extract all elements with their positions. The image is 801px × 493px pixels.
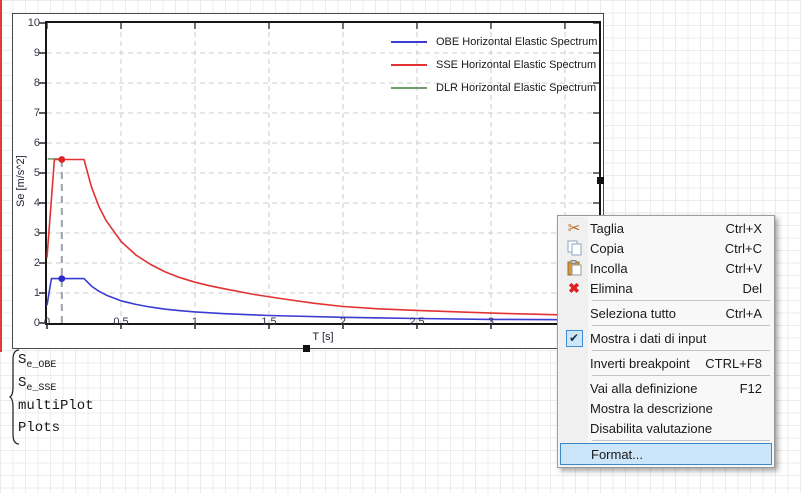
checkmark-icon: ✔	[558, 330, 590, 347]
delete-icon: ✖	[558, 281, 590, 295]
y-axis-title: Se [m/s^2]	[15, 106, 28, 256]
x-tick-label: 1	[175, 316, 215, 329]
x-tick-label: 3	[471, 316, 511, 329]
menu-item-label: Vai alla definizione	[590, 381, 740, 396]
menu-item-copia[interactable]: CopiaCtrl+C	[558, 238, 774, 258]
x-tick-label: 2	[323, 316, 363, 329]
menu-item-incolla[interactable]: IncollaCtrl+V	[558, 258, 774, 278]
expression-block[interactable]: Se_OBE Se_SSE multiPlotPlots	[9, 349, 119, 447]
menu-item-format[interactable]: Format...	[560, 443, 772, 465]
legend-label: OBE Horizontal Elastic Spectrum	[436, 36, 597, 48]
legend-label: SSE Horizontal Elastic Spectrum	[436, 59, 596, 71]
paste-icon	[558, 260, 590, 276]
menu-item-taglia[interactable]: ✂TagliaCtrl+X	[558, 218, 774, 238]
menu-separator	[592, 375, 770, 376]
menu-item-shortcut: Del	[742, 281, 774, 296]
menu-separator	[592, 440, 770, 441]
worksheet: { "chart_data": { "type": "line", "title…	[0, 0, 801, 493]
menu-item-label: Taglia	[590, 221, 726, 236]
legend-line-swatch	[391, 87, 427, 89]
y-tick-label: 10	[16, 16, 40, 30]
x-axis-title: T [s]	[298, 331, 348, 343]
axes-frame: OBE Horizontal Elastic Spectrum SSE Horiz…	[45, 21, 601, 325]
y-tick-label: 8	[16, 76, 40, 90]
menu-item-label: Seleziona tutto	[590, 306, 726, 321]
menu-item-elimina[interactable]: ✖EliminaDel	[558, 278, 774, 298]
legend-line-swatch	[391, 64, 427, 66]
legend-line-swatch	[391, 41, 427, 43]
menu-item-label: Inverti breakpoint	[590, 356, 705, 371]
menu-item-shortcut: Ctrl+V	[726, 261, 774, 276]
legend-item: SSE Horizontal Elastic Spectrum	[391, 53, 597, 76]
x-tick-label: 2.5	[397, 316, 437, 329]
menu-item-seleziona-tutto[interactable]: Seleziona tuttoCtrl+A	[558, 303, 774, 323]
menu-item-label: Copia	[590, 241, 725, 256]
plot-region[interactable]: OBE Horizontal Elastic Spectrum SSE Horiz…	[12, 13, 604, 349]
input-marker-dot	[58, 275, 65, 282]
y-tick-label: 2	[16, 256, 40, 270]
expression-line[interactable]: Se_SSE	[18, 374, 56, 394]
menu-item-inverti-breakpoint[interactable]: Inverti breakpointCTRL+F8	[558, 353, 774, 373]
menu-item-label: Incolla	[590, 261, 726, 276]
menu-item-shortcut: Ctrl+X	[726, 221, 774, 236]
x-tick-label: 0.5	[101, 316, 141, 329]
expression-line[interactable]: multiPlot	[18, 397, 94, 417]
menu-item-label: Format...	[591, 447, 759, 462]
chart-legend: OBE Horizontal Elastic Spectrum SSE Horiz…	[391, 30, 597, 99]
menu-item-mostra-la-descrizione[interactable]: Mostra la descrizione	[558, 398, 774, 418]
menu-item-shortcut: Ctrl+C	[725, 241, 774, 256]
menu-item-shortcut: CTRL+F8	[705, 356, 774, 371]
resize-handle-right[interactable]	[597, 177, 604, 184]
menu-separator	[592, 300, 770, 301]
x-tick-label: 1.5	[249, 316, 289, 329]
copy-icon	[558, 240, 590, 256]
legend-item: OBE Horizontal Elastic Spectrum	[391, 30, 597, 53]
x-tick-label: 0	[27, 316, 67, 329]
menu-item-vai-alla-definizione[interactable]: Vai alla definizioneF12	[558, 378, 774, 398]
scissors-icon: ✂	[558, 221, 590, 236]
menu-item-mostra-i-dati-di-input[interactable]: ✔Mostra i dati di input	[558, 328, 774, 348]
menu-item-shortcut: Ctrl+A	[726, 306, 774, 321]
menu-item-label: Mostra i dati di input	[590, 331, 762, 346]
menu-separator	[592, 350, 770, 351]
menu-item-label: Elimina	[590, 281, 742, 296]
legend-label: DLR Horizontal Elastic Spectrum	[436, 82, 596, 94]
menu-item-label: Disabilita valutazione	[590, 421, 762, 436]
worksheet-cursor	[0, 0, 2, 352]
legend-item: DLR Horizontal Elastic Spectrum	[391, 76, 597, 99]
input-marker-dot	[58, 156, 65, 163]
y-tick-label: 1	[16, 286, 40, 300]
menu-item-shortcut: F12	[740, 381, 774, 396]
y-tick-label: 9	[16, 46, 40, 60]
menu-item-label: Mostra la descrizione	[590, 401, 762, 416]
resize-handle-bottom[interactable]	[303, 345, 310, 352]
menu-item-disabilita-valutazione[interactable]: Disabilita valutazione	[558, 418, 774, 438]
expression-line[interactable]: Se_OBE	[18, 351, 56, 371]
curve-sse	[47, 160, 599, 316]
context-menu: ✂TagliaCtrl+XCopiaCtrl+CIncollaCtrl+V✖El…	[557, 215, 775, 468]
expression-line[interactable]: Plots	[18, 419, 60, 439]
menu-separator	[592, 325, 770, 326]
